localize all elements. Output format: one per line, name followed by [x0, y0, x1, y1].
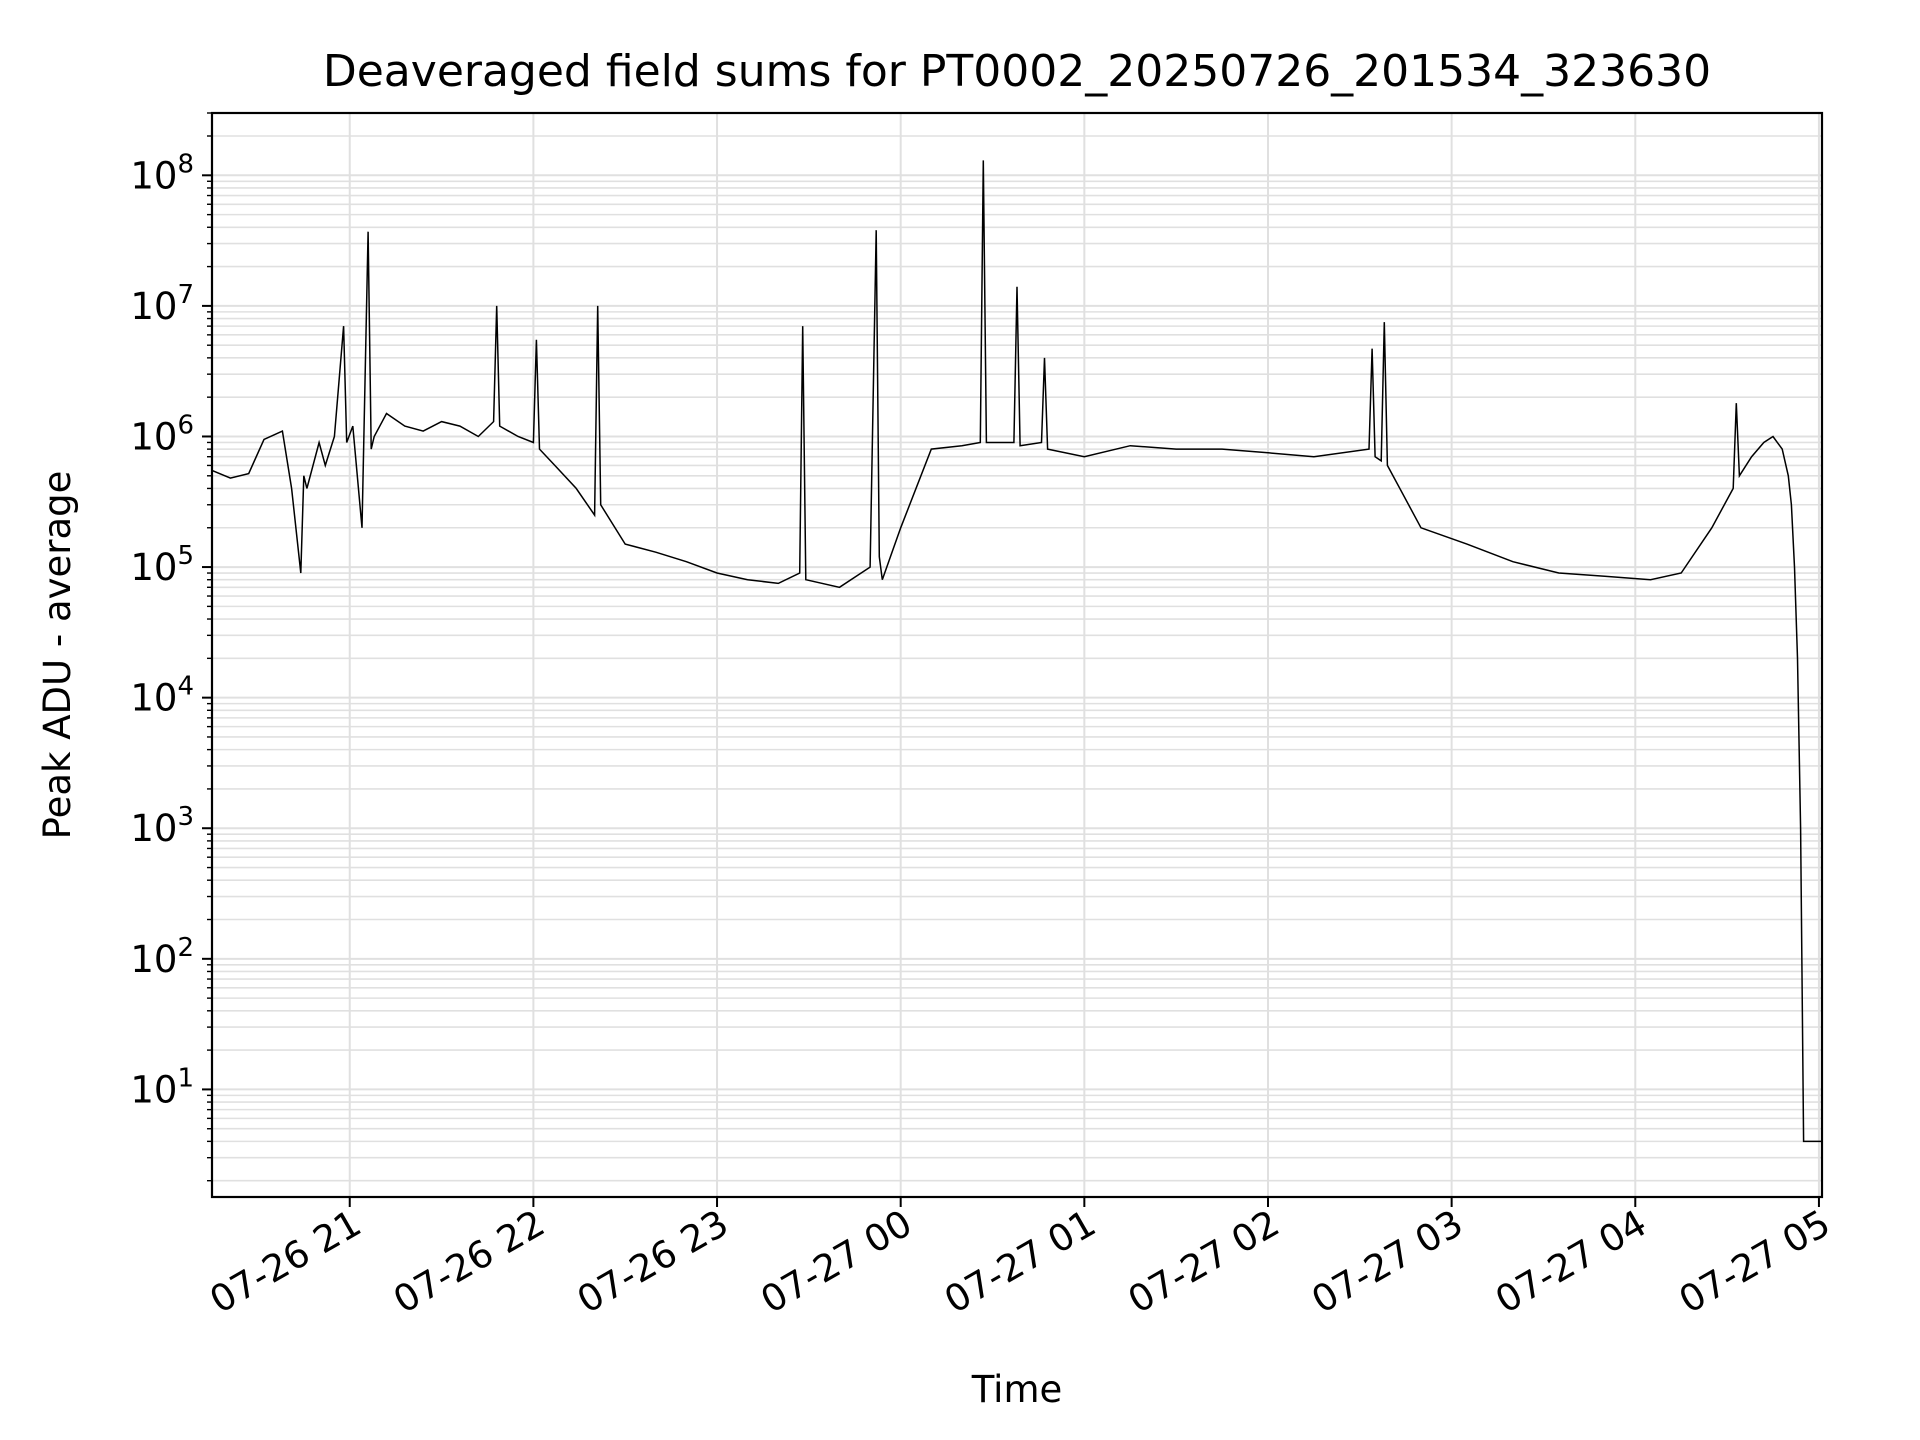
y-tick-label: 101 — [130, 1063, 194, 1111]
y-tick-label: 106 — [130, 410, 194, 458]
y-tick-label: 104 — [130, 672, 194, 720]
grid-layer — [212, 112, 1822, 1197]
y-axis-label: Peak ADU - average — [36, 471, 79, 840]
x-tick-label: 07-27 05 — [1672, 1202, 1838, 1322]
x-tick-label: 07-27 02 — [1121, 1202, 1287, 1322]
x-tick-label: 07-26 22 — [386, 1202, 552, 1322]
x-tick-label: 07-27 00 — [754, 1202, 920, 1322]
y-tick-label: 107 — [130, 280, 194, 328]
y-tick-label: 105 — [130, 541, 194, 589]
x-tick-label: 07-27 01 — [937, 1202, 1103, 1322]
x-tick-label: 07-27 03 — [1305, 1202, 1471, 1322]
x-tick-label: 07-27 04 — [1488, 1202, 1654, 1322]
x-tick-label: 07-26 21 — [203, 1202, 369, 1322]
chart-title: Deaveraged field sums for PT0002_2025072… — [323, 46, 1711, 97]
y-tick-label: 102 — [130, 933, 194, 981]
y-tick-label: 108 — [130, 149, 194, 197]
series-line — [211, 160, 1822, 1143]
plot-frame — [210, 111, 1824, 1199]
x-axis-label: Time — [971, 1368, 1063, 1411]
x-tick-label: 07-26 23 — [570, 1202, 736, 1322]
series-layer — [211, 160, 1822, 1143]
y-tick-label: 103 — [130, 802, 194, 850]
